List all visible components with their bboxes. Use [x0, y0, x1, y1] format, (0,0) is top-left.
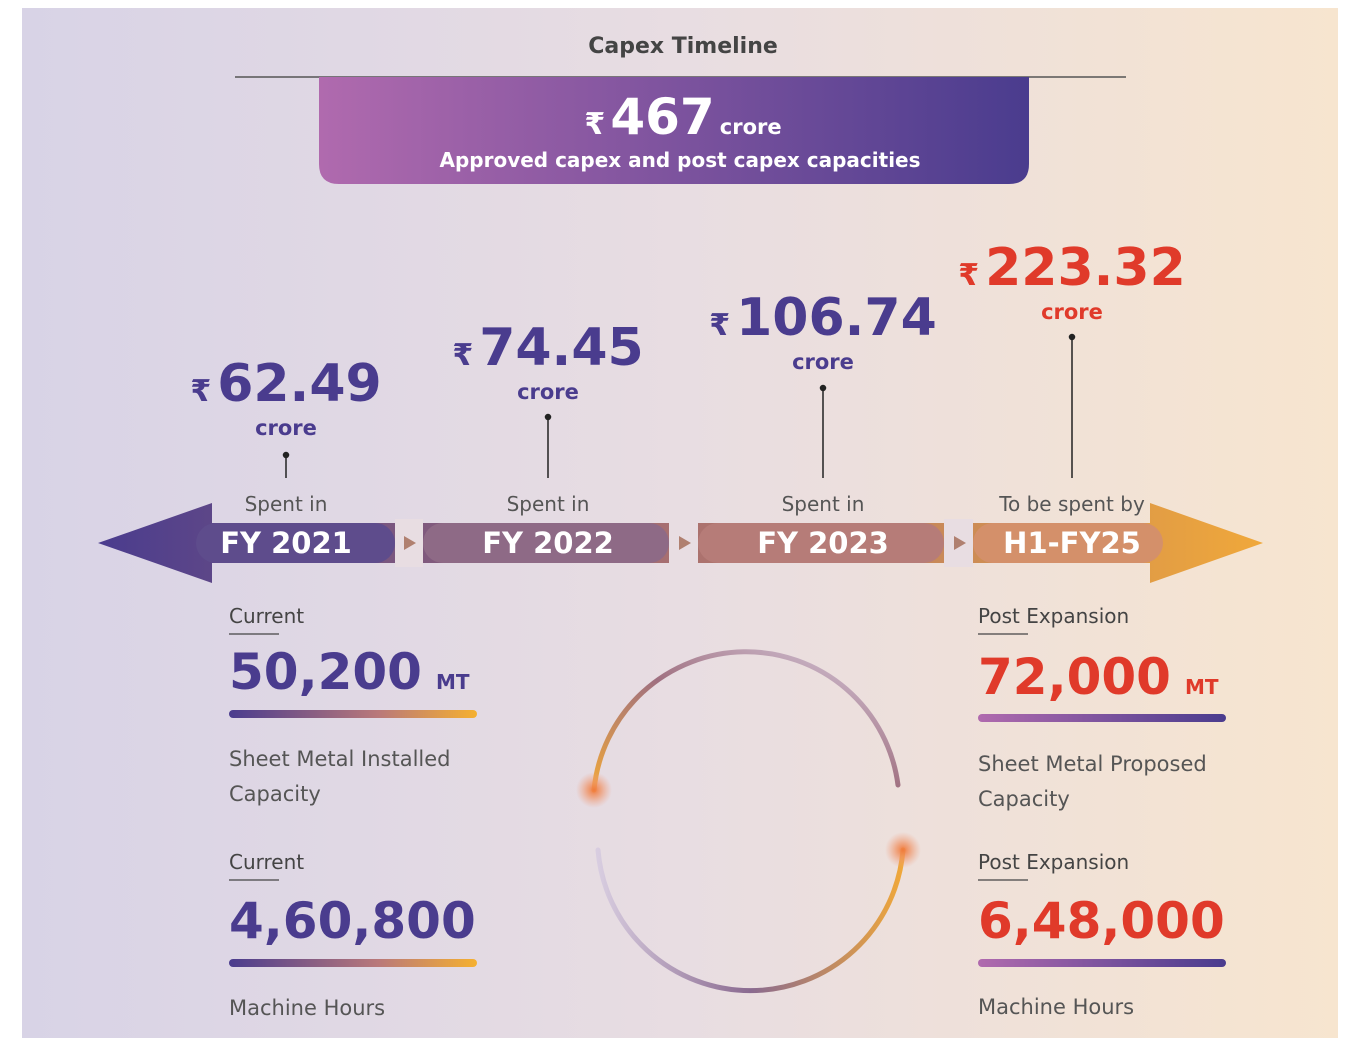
description: Machine Hours — [229, 996, 386, 1020]
label: Post Expansion — [978, 604, 1130, 628]
amount: 223.32 — [985, 238, 1186, 298]
caption: Spent in — [244, 492, 328, 516]
value-group: 4,60,800 — [229, 896, 476, 946]
unit: crore — [1041, 300, 1103, 324]
currency: ₹ — [190, 374, 212, 409]
unit: MT — [1184, 675, 1219, 699]
unit: crore — [719, 115, 782, 139]
description: Sheet Metal Installed Capacity — [229, 747, 451, 806]
amount: 106.74 — [736, 288, 937, 348]
banner — [319, 77, 1029, 184]
cycle — [591, 649, 906, 994]
label: Post Expansion — [978, 850, 1130, 874]
amount-group: ₹223.32 — [958, 242, 1186, 294]
glow-dot — [885, 832, 921, 868]
description: Machine Hours — [978, 995, 1135, 1019]
label: Current — [229, 604, 305, 628]
unit: crore — [517, 380, 579, 404]
amount-group: ₹62.49 — [190, 358, 381, 410]
period: H1-FY25 — [1003, 526, 1141, 560]
caption: Spent in — [506, 492, 590, 516]
value-group: 72,000 MT — [978, 652, 1219, 702]
period: FY 2023 — [757, 526, 889, 560]
currency: ₹ — [452, 338, 474, 373]
currency: ₹ — [709, 308, 731, 343]
value: 4,60,800 — [229, 892, 476, 950]
amount-group: ₹106.74 — [709, 292, 937, 344]
value: 6,48,000 — [978, 892, 1225, 950]
period: FY 2021 — [220, 526, 352, 560]
caption: Spent in — [781, 492, 865, 516]
amount: 62.49 — [217, 354, 382, 414]
value-group: 6,48,000 — [978, 896, 1225, 946]
currency: ₹ — [584, 107, 606, 142]
amount: 467 — [610, 88, 715, 146]
bars — [229, 710, 1226, 967]
underlines — [229, 633, 1028, 881]
stems — [282, 333, 1076, 478]
period: FY 2022 — [482, 526, 614, 560]
title: Capex Timeline — [588, 34, 778, 59]
label: Current — [229, 850, 305, 874]
unit: MT — [435, 670, 470, 694]
connectors — [404, 536, 966, 550]
value: 50,200 — [229, 643, 422, 701]
value-group: 50,200 MT — [229, 647, 470, 697]
unit: crore — [255, 416, 317, 440]
currency: ₹ — [958, 258, 980, 293]
amount-group: ₹74.45 — [452, 322, 643, 374]
caption: To be spent by — [999, 492, 1145, 516]
amount: 74.45 — [479, 318, 644, 378]
total: ₹ 467 crore — [584, 92, 781, 142]
description: Sheet Metal Proposed Capacity — [978, 752, 1207, 811]
subtitle: Approved capex and post capex capacities — [439, 148, 921, 172]
pill-gaps — [395, 519, 973, 567]
value: 72,000 — [978, 648, 1171, 706]
pills — [196, 523, 1163, 563]
glow-dot — [576, 772, 612, 808]
unit: crore — [792, 350, 854, 374]
